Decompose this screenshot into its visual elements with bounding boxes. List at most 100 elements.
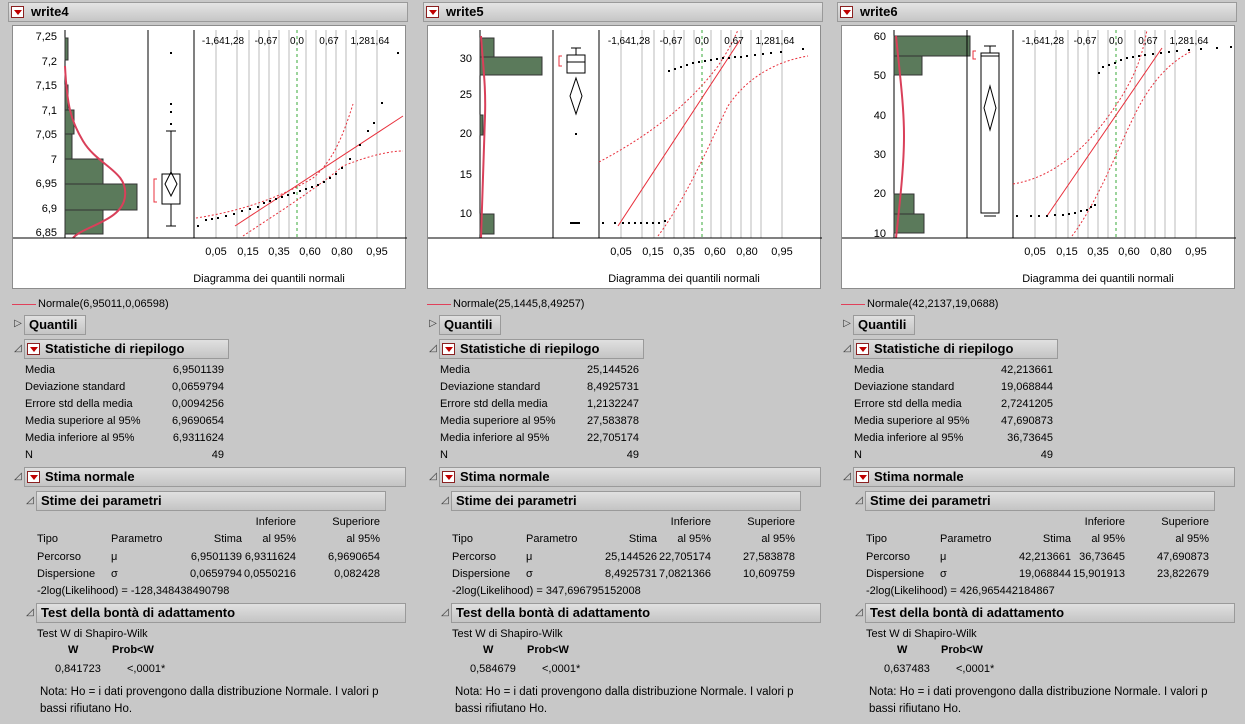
gof-w-value: 0,584679	[470, 663, 516, 675]
column-header[interactable]: write4	[8, 2, 408, 22]
y-tick: 6,85	[36, 227, 57, 239]
param-stima: 42,213661	[1019, 551, 1071, 563]
param-tipo: Percorso	[37, 551, 82, 563]
quantiles-header[interactable]: Quantili	[853, 315, 915, 335]
params-header[interactable]: Stime dei parametri	[451, 491, 801, 511]
summary-label: Errore std della media	[854, 398, 962, 410]
histogram-bar	[893, 55, 923, 76]
gof-w-head: W	[68, 644, 79, 656]
normal-fit-header[interactable]: Stima normale	[24, 467, 406, 487]
quantiles-header[interactable]: Quantili	[24, 315, 86, 335]
collapse-icon[interactable]: ◿	[843, 471, 851, 482]
red-triangle-menu-icon[interactable]	[856, 471, 869, 483]
top-tick: -0,67	[255, 36, 278, 47]
params-head: Tipo	[452, 533, 473, 545]
collapse-icon[interactable]: ◿	[441, 607, 449, 618]
top-tick: 0,67	[1138, 36, 1158, 47]
gof-w-head: W	[483, 644, 494, 656]
red-triangle-menu-icon[interactable]	[856, 343, 869, 355]
collapse-icon[interactable]: ◿	[843, 343, 851, 354]
summary-label: N	[854, 449, 862, 461]
red-triangle-menu-icon[interactable]	[11, 6, 24, 18]
param-symbol: σ	[940, 568, 947, 580]
collapse-icon[interactable]: ◿	[855, 495, 863, 506]
red-triangle-menu-icon[interactable]	[426, 6, 439, 18]
gof-sub: Test W di Shapiro-Wilk	[866, 628, 977, 640]
column-title: write6	[860, 4, 898, 19]
summary-label: Deviazione standard	[440, 381, 541, 393]
y-tick: 30	[874, 149, 886, 161]
summary-label: N	[25, 449, 33, 461]
summary-header[interactable]: Statistiche di riepilogo	[853, 339, 1058, 359]
red-triangle-menu-icon[interactable]	[442, 471, 455, 483]
summary-label: Media inferiore al 95%	[440, 432, 550, 444]
summary-value: 42,213661	[1001, 364, 1053, 376]
summary-label: Media superiore al 95%	[854, 415, 970, 427]
summary-value: 6,9501139	[172, 364, 224, 376]
y-tick: 40	[874, 110, 886, 122]
params-header[interactable]: Stime dei parametri	[865, 491, 1215, 511]
expand-icon[interactable]: ▷	[429, 318, 437, 329]
loglik: -2log(Likelihood) = 426,965442184867	[866, 585, 1055, 597]
column-header[interactable]: write5	[423, 2, 823, 22]
collapse-icon[interactable]: ◿	[14, 471, 22, 482]
collapse-icon[interactable]: ◿	[429, 343, 437, 354]
histogram-bar	[64, 37, 69, 61]
distribution-plot[interactable]: 30 25 20 15 10	[427, 25, 822, 289]
summary-label: Deviazione standard	[854, 381, 955, 393]
summary-value: 49	[1040, 449, 1053, 461]
collapse-icon[interactable]: ◿	[429, 471, 437, 482]
param-stima: 8,4925731	[605, 568, 657, 580]
collapse-icon[interactable]: ◿	[26, 495, 34, 506]
summary-label: Errore std della media	[440, 398, 548, 410]
y-tick: 15	[460, 169, 472, 181]
summary-header[interactable]: Statistiche di riepilogo	[439, 339, 644, 359]
gof-header[interactable]: Test della bontà di adattamento	[865, 603, 1235, 623]
column-header[interactable]: write6	[837, 2, 1237, 22]
red-triangle-menu-icon[interactable]	[27, 471, 40, 483]
summary-title: Statistiche di riepilogo	[874, 341, 1014, 356]
param-tipo: Dispersione	[452, 568, 511, 580]
normal-fit-title: Stima normale	[460, 469, 550, 484]
normal-fit-header[interactable]: Stima normale	[439, 467, 821, 487]
y-tick: 6,9	[42, 203, 57, 215]
bottom-tick: 0,60	[704, 246, 725, 258]
quantiles-header[interactable]: Quantili	[439, 315, 501, 335]
column-title: write4	[31, 4, 69, 19]
collapse-icon[interactable]: ◿	[14, 343, 22, 354]
collapse-icon[interactable]: ◿	[855, 607, 863, 618]
y-tick: 7,25	[36, 31, 57, 43]
expand-icon[interactable]: ▷	[843, 318, 851, 329]
params-header[interactable]: Stime dei parametri	[36, 491, 386, 511]
distribution-plot[interactable]: 60 50 40 30 20 10	[841, 25, 1236, 289]
bottom-tick: 0,05	[205, 246, 226, 258]
params-head: Tipo	[866, 533, 887, 545]
normal-fit-header[interactable]: Stima normale	[853, 467, 1235, 487]
legend-swatch	[427, 304, 451, 305]
red-triangle-menu-icon[interactable]	[840, 6, 853, 18]
red-triangle-menu-icon[interactable]	[442, 343, 455, 355]
distribution-plot[interactable]: 7,25 7,2 7,15 7,1 7,05 7 6,95 6,9 6,85	[12, 25, 407, 289]
y-tick: 25	[460, 89, 472, 101]
box-plot	[153, 52, 181, 227]
expand-icon[interactable]: ▷	[14, 318, 22, 329]
param-inf: 36,73645	[1079, 551, 1125, 563]
gof-header[interactable]: Test della bontà di adattamento	[451, 603, 821, 623]
quantile-plot	[598, 29, 809, 238]
histogram-bar	[64, 183, 138, 211]
summary-header[interactable]: Statistiche di riepilogo	[24, 339, 229, 359]
column-write4: write4 7,25 7,2 7,15 7,1 7,05 7 6,9	[0, 0, 410, 724]
collapse-icon[interactable]: ◿	[26, 607, 34, 618]
collapse-icon[interactable]: ◿	[441, 495, 449, 506]
red-triangle-menu-icon[interactable]	[27, 343, 40, 355]
gof-sub: Test W di Shapiro-Wilk	[452, 628, 563, 640]
loglik: -2log(Likelihood) = 347,696795152008	[452, 585, 641, 597]
param-sup: 10,609759	[743, 568, 795, 580]
gof-header[interactable]: Test della bontà di adattamento	[36, 603, 406, 623]
param-sup: 6,9690654	[328, 551, 380, 563]
summary-value: 25,144526	[587, 364, 639, 376]
params-head: Stima	[213, 533, 242, 545]
param-stima: 6,9501139	[190, 551, 242, 563]
params-head-line1: Inferiore	[1084, 516, 1125, 528]
gof-p-head: Prob<W	[941, 644, 983, 656]
